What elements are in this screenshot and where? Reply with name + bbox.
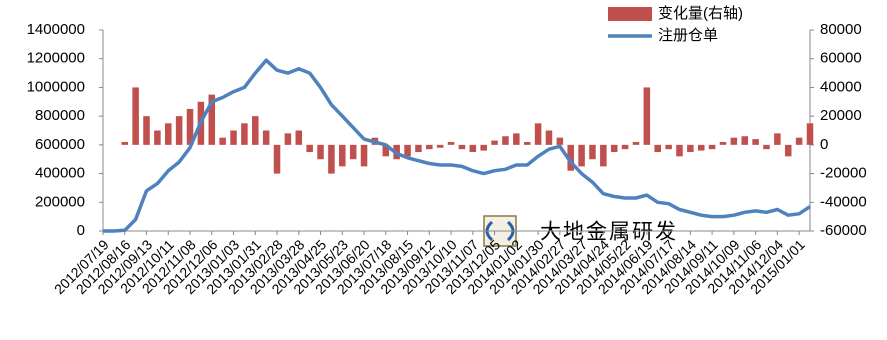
bar xyxy=(763,144,770,150)
bar xyxy=(752,139,759,145)
y2-tick-label: -60000 xyxy=(820,222,867,239)
bar xyxy=(632,141,640,145)
bar xyxy=(132,87,139,145)
y2-tick-label: -40000 xyxy=(820,193,867,210)
y-tick-label: 1400000 xyxy=(27,21,85,38)
bar xyxy=(784,144,792,157)
bar xyxy=(273,144,281,174)
bar xyxy=(697,144,705,151)
bar xyxy=(578,144,585,167)
bar xyxy=(262,130,270,145)
bar xyxy=(404,144,411,157)
bar xyxy=(295,130,303,145)
bar xyxy=(360,144,368,167)
bar xyxy=(676,144,683,157)
bar xyxy=(175,116,183,145)
bar xyxy=(730,137,738,145)
bar xyxy=(741,136,749,145)
legend-label: 注册仓单 xyxy=(658,27,718,44)
y2-tick-label: 20000 xyxy=(820,107,862,124)
y2-tick-label: 0 xyxy=(820,136,828,153)
bar xyxy=(589,144,596,160)
y-tick-label: 1200000 xyxy=(27,50,85,67)
bar xyxy=(284,133,292,145)
bar xyxy=(502,136,509,145)
bar xyxy=(306,144,313,153)
bar xyxy=(806,123,814,145)
bar xyxy=(121,141,129,145)
bar xyxy=(795,137,803,145)
bar xyxy=(610,144,618,153)
bar xyxy=(708,144,716,150)
bar xyxy=(556,137,564,145)
bar xyxy=(164,123,172,145)
y-tick-label: 1000000 xyxy=(27,78,85,95)
bar xyxy=(719,141,727,145)
y-tick-label: 600000 xyxy=(35,136,85,153)
y2-tick-label: 80000 xyxy=(820,21,862,38)
bar xyxy=(643,87,651,145)
bar xyxy=(382,144,390,157)
bar xyxy=(523,141,531,145)
line xyxy=(103,58,811,233)
bar xyxy=(219,137,226,145)
bar xyxy=(241,123,248,145)
bar xyxy=(491,140,498,145)
bar xyxy=(513,133,520,145)
bar xyxy=(317,144,324,160)
bar xyxy=(567,144,574,171)
bar xyxy=(154,130,161,145)
y-tick-label: 400000 xyxy=(35,165,85,182)
bar xyxy=(480,144,487,151)
bar xyxy=(208,94,216,145)
y2-tick-label: 40000 xyxy=(820,78,862,95)
bar xyxy=(447,141,455,145)
bar xyxy=(415,144,422,153)
bar xyxy=(545,130,553,145)
bar xyxy=(469,144,477,153)
y2-tick-label: -20000 xyxy=(820,165,867,182)
bar xyxy=(426,144,433,150)
legend-label: 变化量(右轴) xyxy=(658,5,743,22)
y-tick-label: 800000 xyxy=(35,107,85,124)
bar xyxy=(436,144,444,148)
bar xyxy=(458,144,466,150)
legend-swatch xyxy=(608,7,652,21)
bar xyxy=(186,108,194,145)
bar xyxy=(339,144,346,167)
bar xyxy=(230,130,237,145)
bar xyxy=(143,116,150,145)
bar xyxy=(621,144,629,150)
y2-tick-label: 60000 xyxy=(820,50,862,67)
bar xyxy=(600,144,607,167)
bar xyxy=(349,144,357,160)
bar xyxy=(654,144,661,153)
bar xyxy=(252,116,259,145)
bar xyxy=(328,144,335,174)
bar xyxy=(774,133,781,145)
bar xyxy=(665,144,672,150)
bar xyxy=(687,144,694,153)
y-tick-label: 200000 xyxy=(35,193,85,210)
bar xyxy=(534,123,542,145)
y-tick-label: 0 xyxy=(77,222,85,239)
